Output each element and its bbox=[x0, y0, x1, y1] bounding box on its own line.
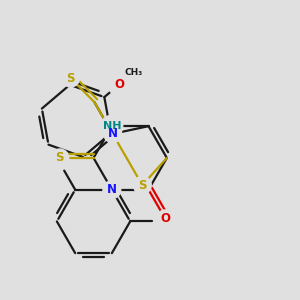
Text: S: S bbox=[66, 72, 75, 85]
Text: NH: NH bbox=[103, 121, 121, 131]
Circle shape bbox=[134, 176, 151, 194]
Text: S: S bbox=[138, 179, 147, 192]
Circle shape bbox=[103, 181, 121, 199]
Circle shape bbox=[108, 72, 132, 96]
Text: S: S bbox=[56, 152, 64, 164]
Circle shape bbox=[157, 210, 174, 228]
Circle shape bbox=[104, 125, 122, 143]
Circle shape bbox=[62, 69, 80, 87]
Text: O: O bbox=[115, 78, 125, 91]
Circle shape bbox=[101, 115, 123, 137]
Text: CH₃: CH₃ bbox=[124, 68, 143, 77]
Text: N: N bbox=[107, 183, 117, 196]
Text: O: O bbox=[160, 212, 170, 225]
Text: N: N bbox=[108, 127, 118, 140]
Circle shape bbox=[51, 149, 69, 167]
